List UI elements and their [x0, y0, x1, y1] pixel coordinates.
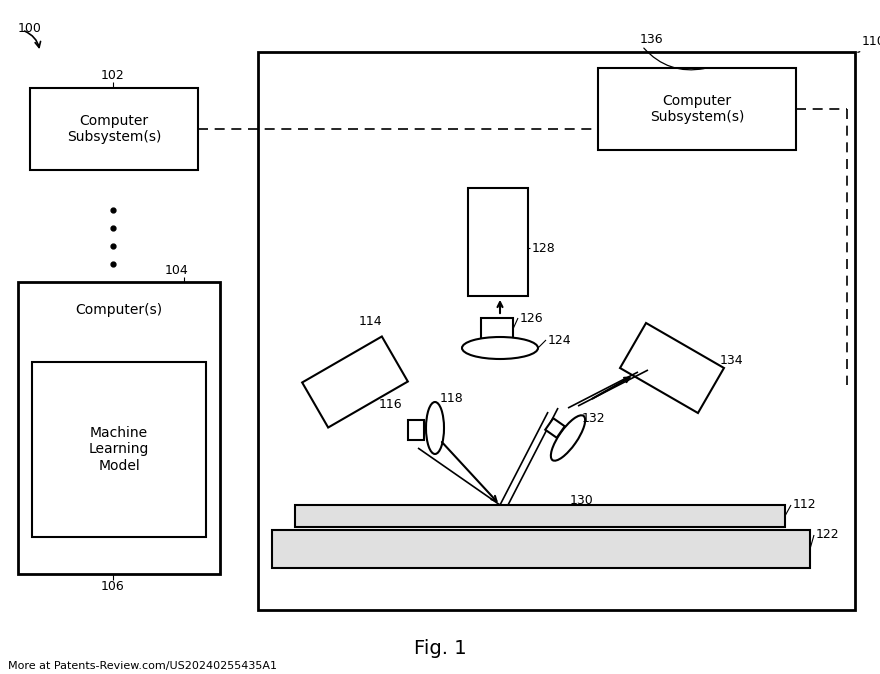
Text: 124: 124	[548, 334, 572, 346]
Bar	[272, 530, 810, 568]
Text: Computer
Subsystem(s): Computer Subsystem(s)	[649, 94, 744, 124]
Text: Computer(s): Computer(s)	[76, 303, 163, 317]
Text: More at Patents-Review.com/US20240255435A1: More at Patents-Review.com/US20240255435…	[8, 661, 277, 671]
Bar	[295, 505, 785, 527]
Bar	[258, 52, 855, 610]
Text: 106: 106	[101, 580, 125, 593]
Polygon shape	[302, 336, 407, 427]
Bar	[18, 282, 220, 574]
Text: 136: 136	[640, 33, 664, 46]
Text: 104: 104	[165, 264, 188, 277]
Text: 130: 130	[570, 493, 594, 506]
Polygon shape	[620, 323, 724, 413]
Text: 100: 100	[18, 22, 42, 35]
Text: 134: 134	[720, 353, 744, 367]
Text: Machine
Learning
Model: Machine Learning Model	[89, 426, 150, 472]
Ellipse shape	[551, 415, 585, 461]
Bar	[30, 88, 198, 170]
Text: 112: 112	[793, 499, 817, 512]
Text: 132: 132	[582, 412, 605, 425]
Text: 118: 118	[440, 392, 464, 404]
Text: 116: 116	[378, 398, 402, 412]
Bar	[481, 318, 513, 340]
Text: 110: 110	[862, 35, 880, 48]
Ellipse shape	[426, 402, 444, 454]
Bar	[460, 148, 796, 328]
Text: Computer
Subsystem(s): Computer Subsystem(s)	[67, 114, 161, 144]
Bar	[32, 362, 206, 537]
Text: 102: 102	[101, 69, 125, 82]
Text: 122: 122	[816, 528, 840, 541]
Polygon shape	[546, 419, 565, 437]
Bar	[468, 188, 528, 296]
Text: 128: 128	[532, 241, 556, 255]
Bar	[408, 420, 424, 440]
Bar	[598, 68, 796, 150]
Text: Fig. 1: Fig. 1	[414, 638, 466, 658]
Text: 126: 126	[520, 311, 544, 324]
Ellipse shape	[462, 337, 538, 359]
Text: 114: 114	[358, 315, 382, 328]
